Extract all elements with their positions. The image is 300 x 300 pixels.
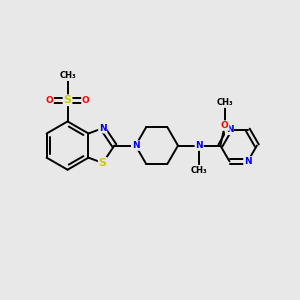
Text: N: N bbox=[226, 125, 233, 134]
Text: N: N bbox=[99, 124, 106, 133]
Text: CH₃: CH₃ bbox=[59, 71, 76, 80]
Text: CH₃: CH₃ bbox=[191, 166, 208, 175]
Text: S: S bbox=[99, 158, 107, 168]
Text: S: S bbox=[64, 95, 72, 105]
Text: N: N bbox=[244, 157, 252, 166]
Text: N: N bbox=[195, 141, 203, 150]
Text: N: N bbox=[132, 141, 140, 150]
Text: O: O bbox=[45, 96, 53, 105]
Text: O: O bbox=[82, 96, 90, 105]
Text: O: O bbox=[221, 121, 229, 130]
Text: CH₃: CH₃ bbox=[217, 98, 233, 107]
